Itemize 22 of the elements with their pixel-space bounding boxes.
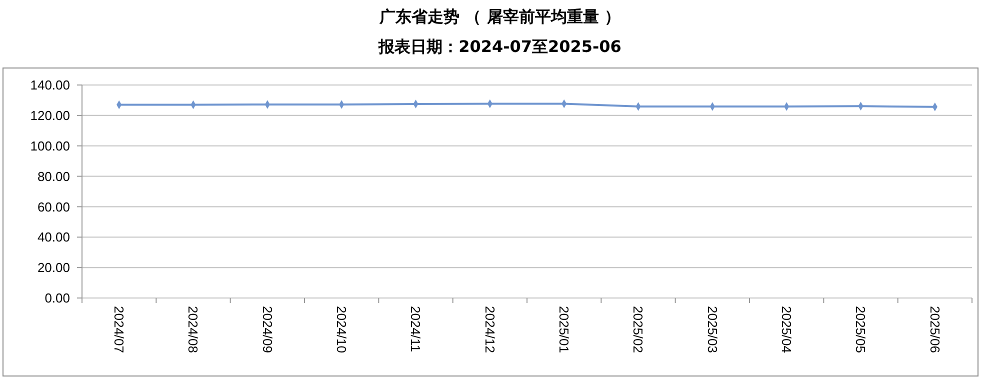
y-tick-label: 100.00 xyxy=(30,138,70,154)
x-tick-label: 2025/03 xyxy=(704,306,720,353)
x-tick-label: 2024/07 xyxy=(112,306,127,353)
x-tick-label: 2024/11 xyxy=(408,306,424,352)
x-tick-label: 2025/04 xyxy=(779,306,794,353)
y-tick-label: 80.00 xyxy=(37,168,70,184)
x-tick-label: 2025/02 xyxy=(630,306,646,353)
y-tick-label: 0.00 xyxy=(44,290,70,306)
chart-subtitle: 报表日期：2024-07至2025-06 xyxy=(378,37,622,56)
y-tick-label: 60.00 xyxy=(37,199,70,214)
y-tick-label: 20.00 xyxy=(37,260,70,276)
x-tick-label: 2024/10 xyxy=(334,306,350,353)
x-tick-label: 2024/08 xyxy=(186,306,201,353)
x-tick-label: 2025/05 xyxy=(853,306,868,353)
x-tick-label: 2025/06 xyxy=(927,306,942,353)
y-tick-label: 140.00 xyxy=(30,78,70,93)
x-tick-label: 2024/12 xyxy=(482,306,498,353)
chart-title: 广东省走势 （ 屠宰前平均重量 ） xyxy=(378,7,620,26)
x-tick-label: 2024/09 xyxy=(260,306,275,353)
y-tick-label: 120.00 xyxy=(30,108,70,123)
y-tick-label: 40.00 xyxy=(37,230,70,245)
x-tick-label: 2025/01 xyxy=(556,306,572,353)
